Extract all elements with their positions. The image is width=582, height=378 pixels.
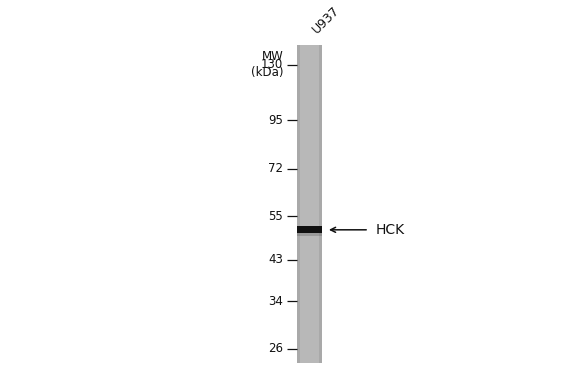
Text: U937: U937 — [310, 3, 342, 36]
Bar — [297, 45, 322, 363]
Text: MW: MW — [261, 50, 283, 63]
Text: 72: 72 — [268, 163, 283, 175]
Text: 34: 34 — [268, 295, 283, 308]
Text: 55: 55 — [268, 210, 283, 223]
Text: HCK: HCK — [375, 223, 404, 237]
Text: 95: 95 — [268, 113, 283, 127]
Text: 43: 43 — [268, 253, 283, 266]
Bar — [297, 45, 300, 363]
Bar — [319, 45, 322, 363]
Text: 130: 130 — [261, 58, 283, 71]
Text: 26: 26 — [268, 342, 283, 355]
Bar — [297, 226, 322, 234]
Text: (kDa): (kDa) — [251, 66, 283, 79]
Bar — [297, 231, 322, 236]
